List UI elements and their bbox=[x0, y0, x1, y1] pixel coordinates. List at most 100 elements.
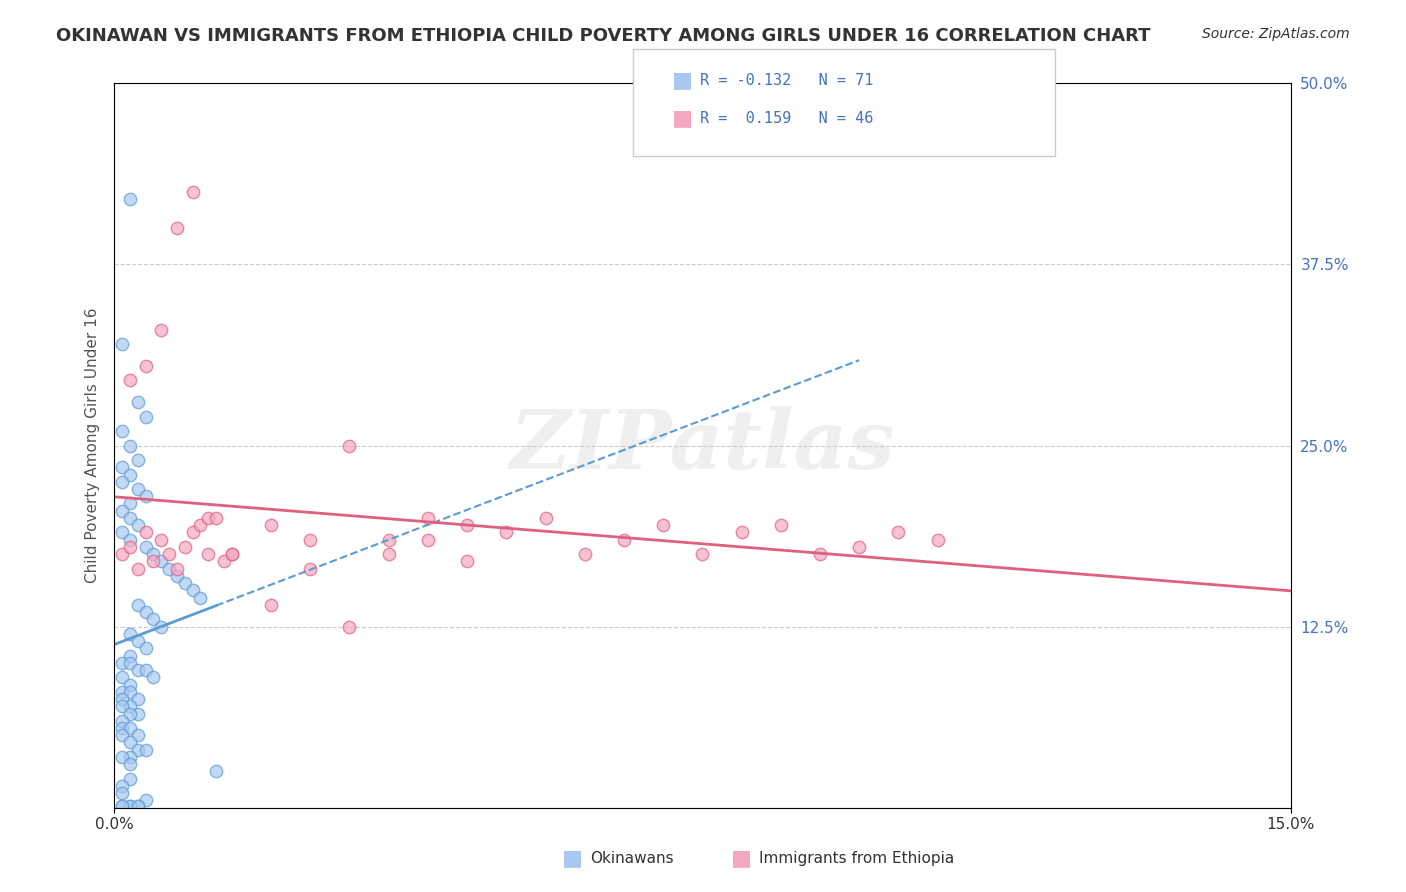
Point bbox=[111, 699, 134, 714]
Text: ■: ■ bbox=[562, 848, 583, 868]
Point bbox=[111, 547, 134, 561]
Point bbox=[118, 735, 141, 749]
Point bbox=[142, 554, 165, 568]
Point bbox=[150, 619, 173, 633]
Point bbox=[118, 540, 141, 554]
Point bbox=[135, 663, 157, 677]
Point bbox=[221, 547, 243, 561]
Point bbox=[118, 511, 141, 525]
Point bbox=[260, 518, 283, 533]
Point bbox=[111, 475, 134, 489]
Point bbox=[111, 750, 134, 764]
Point bbox=[150, 323, 173, 337]
Point bbox=[299, 562, 322, 576]
Point bbox=[339, 619, 361, 633]
Point bbox=[197, 547, 219, 561]
Point bbox=[118, 439, 141, 453]
Point bbox=[118, 772, 141, 786]
Point bbox=[111, 714, 134, 728]
Point bbox=[495, 525, 517, 540]
Point bbox=[142, 547, 165, 561]
Point bbox=[118, 373, 141, 387]
Point bbox=[127, 706, 149, 721]
Point bbox=[416, 511, 439, 525]
Point bbox=[692, 547, 714, 561]
Point bbox=[166, 562, 188, 576]
Point bbox=[111, 799, 134, 814]
Point bbox=[142, 670, 165, 684]
Point bbox=[118, 699, 141, 714]
Point bbox=[127, 634, 149, 648]
Point bbox=[118, 467, 141, 482]
Point bbox=[190, 518, 212, 533]
Point bbox=[848, 540, 870, 554]
Point bbox=[166, 221, 188, 235]
Point bbox=[613, 533, 636, 547]
Point bbox=[111, 685, 134, 699]
Point bbox=[127, 482, 149, 496]
Point bbox=[118, 750, 141, 764]
Point bbox=[135, 641, 157, 656]
Point bbox=[205, 764, 228, 779]
Point bbox=[127, 743, 149, 757]
Point bbox=[927, 533, 949, 547]
Text: R = -0.132   N = 71: R = -0.132 N = 71 bbox=[700, 73, 873, 87]
Point bbox=[190, 591, 212, 605]
Point bbox=[118, 677, 141, 691]
Point bbox=[111, 779, 134, 793]
Text: Immigrants from Ethiopia: Immigrants from Ethiopia bbox=[759, 851, 955, 865]
Point bbox=[111, 728, 134, 742]
Text: ■: ■ bbox=[731, 848, 752, 868]
Point bbox=[135, 743, 157, 757]
Text: Source: ZipAtlas.com: Source: ZipAtlas.com bbox=[1202, 27, 1350, 41]
Point bbox=[150, 533, 173, 547]
Point bbox=[127, 518, 149, 533]
Point bbox=[135, 489, 157, 503]
Point bbox=[142, 612, 165, 626]
Point bbox=[181, 525, 204, 540]
Point bbox=[769, 518, 792, 533]
Point bbox=[127, 799, 149, 814]
Point bbox=[111, 721, 134, 735]
Point bbox=[377, 547, 399, 561]
Point bbox=[127, 395, 149, 409]
Point bbox=[339, 439, 361, 453]
Point bbox=[127, 663, 149, 677]
Point bbox=[416, 533, 439, 547]
Point bbox=[127, 562, 149, 576]
Point bbox=[118, 721, 141, 735]
Point bbox=[127, 799, 149, 814]
Point bbox=[118, 496, 141, 510]
Point bbox=[118, 685, 141, 699]
Text: ■: ■ bbox=[672, 109, 693, 128]
Point bbox=[166, 569, 188, 583]
Point bbox=[111, 525, 134, 540]
Point bbox=[111, 337, 134, 351]
Point bbox=[111, 460, 134, 475]
Point bbox=[456, 518, 478, 533]
Point bbox=[111, 424, 134, 438]
Point bbox=[127, 598, 149, 612]
Y-axis label: Child Poverty Among Girls Under 16: Child Poverty Among Girls Under 16 bbox=[86, 308, 100, 583]
Point bbox=[173, 576, 195, 591]
Point bbox=[197, 511, 219, 525]
Point bbox=[118, 757, 141, 772]
Point bbox=[212, 554, 235, 568]
Point bbox=[157, 562, 180, 576]
Point bbox=[150, 554, 173, 568]
Point bbox=[135, 605, 157, 619]
Point bbox=[118, 627, 141, 641]
Point bbox=[127, 692, 149, 706]
Point bbox=[456, 554, 478, 568]
Point bbox=[118, 799, 141, 814]
Point bbox=[887, 525, 910, 540]
Point bbox=[111, 799, 134, 814]
Point bbox=[118, 706, 141, 721]
Point bbox=[111, 670, 134, 684]
Point bbox=[221, 547, 243, 561]
Point bbox=[118, 648, 141, 663]
Point bbox=[118, 192, 141, 206]
Point bbox=[808, 547, 831, 561]
Text: R =  0.159   N = 46: R = 0.159 N = 46 bbox=[700, 112, 873, 126]
Point bbox=[181, 583, 204, 598]
